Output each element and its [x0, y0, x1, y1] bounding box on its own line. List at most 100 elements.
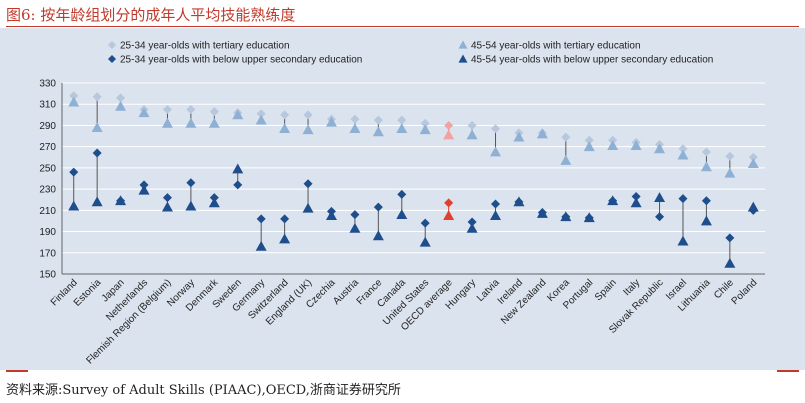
diamond-point [116, 93, 126, 103]
diamond-point [467, 217, 477, 227]
title-rule [6, 26, 799, 27]
diamond-point [256, 214, 266, 224]
triangle-point [490, 146, 502, 157]
diamond-point [420, 118, 430, 128]
triangle-point [560, 211, 572, 222]
figure-title: 图6: 按年龄组划分的成年人平均技能熟练度 [6, 4, 295, 25]
triangle-point [91, 196, 103, 207]
diamond-point [444, 198, 454, 208]
diamond-point [280, 214, 290, 224]
triangle-point [630, 197, 642, 208]
diamond-point [631, 192, 641, 202]
legend: 25-34 year-olds with tertiary education 4… [108, 40, 713, 66]
legend-marker [458, 40, 468, 49]
diamond-point [701, 147, 711, 157]
triangle-point [700, 215, 712, 226]
triangle-point [255, 114, 267, 125]
triangle-point [185, 200, 197, 211]
triangle-point [583, 212, 595, 223]
diamond-point [303, 110, 313, 120]
y-tick-label: 270 [39, 142, 56, 153]
triangle-point [724, 167, 736, 178]
triangle-point [513, 196, 525, 207]
source-rule-left [6, 370, 28, 372]
diamond-point [92, 148, 102, 158]
diamond-point [725, 233, 735, 243]
diamond-point [678, 194, 688, 204]
triangle-point [279, 123, 291, 134]
y-tick-label: 150 [39, 270, 56, 281]
figure-label: 图6: [6, 6, 36, 24]
triangle-point [700, 161, 712, 172]
diamond-point [397, 115, 407, 125]
legend-label: 45-54 year-olds with below upper seconda… [471, 55, 713, 66]
triangle-point [466, 129, 478, 140]
triangle-point [161, 201, 173, 212]
diamond-point [655, 212, 665, 222]
triangle-point [396, 123, 408, 134]
triangle-point [68, 96, 80, 107]
y-tick-label: 290 [39, 121, 56, 132]
diamond-point [584, 135, 594, 145]
triangle-point [161, 117, 173, 128]
triangle-point [490, 210, 502, 221]
y-tick-label: 250 [39, 163, 56, 174]
triangle-point [91, 122, 103, 132]
triangle-point [255, 240, 267, 251]
diamond-point [186, 105, 196, 115]
triangle-point [115, 100, 127, 111]
diamond-point [373, 115, 383, 125]
y-tick-label: 210 [39, 206, 56, 217]
diamond-point [280, 110, 290, 120]
triangle-point [185, 117, 197, 128]
triangle-point [115, 195, 127, 206]
diamond-point [69, 167, 79, 177]
diamond-point [233, 180, 243, 190]
triangle-point [443, 129, 455, 140]
diamond-point [256, 109, 266, 119]
triangle-point [536, 208, 548, 218]
triangle-point [279, 233, 291, 244]
legend-label: 45-54 year-olds with tertiary education [471, 41, 641, 52]
source-note: 资料来源:Survey of Adult Skills (PIAAC),OECD… [6, 383, 401, 398]
triangle-point [302, 124, 314, 135]
triangle-point [583, 141, 595, 152]
triangle-point [325, 210, 337, 221]
diamond-point [303, 179, 313, 189]
triangle-point [513, 131, 525, 142]
triangle-point [372, 230, 384, 241]
triangle-point [419, 236, 431, 247]
triangle-point [677, 235, 689, 246]
triangle-point [349, 123, 361, 134]
diamond-point [397, 189, 407, 199]
legend-marker [108, 55, 116, 63]
triangle-point [138, 184, 150, 195]
triangle-point [372, 126, 384, 137]
triangle-point [443, 210, 455, 221]
y-axis: 150 170 190 210 230 250 270 290 310 330 [39, 79, 765, 281]
triangle-point [349, 222, 361, 233]
source-rule-right [777, 370, 799, 372]
diamond-point [162, 193, 172, 203]
triangle-point [396, 209, 408, 219]
triangle-point [208, 197, 220, 208]
y-tick-label: 230 [39, 185, 56, 196]
diamond-point [350, 210, 360, 220]
triangle-point [466, 222, 478, 233]
diamond-point [701, 196, 711, 206]
diamond-point [467, 120, 477, 130]
y-tick-label: 310 [39, 100, 56, 111]
figure-title-text: 按年龄组划分的成年人平均技能熟练度 [40, 6, 296, 24]
triangle-point [419, 124, 431, 135]
triangle-point [677, 149, 689, 160]
triangle-point [68, 200, 80, 211]
diamond-point [561, 132, 571, 142]
y-tick-label: 190 [39, 227, 56, 238]
diamond-point [373, 202, 383, 212]
legend-label: 25-34 year-olds with tertiary education [120, 41, 290, 52]
diamond-point [420, 218, 430, 228]
diamond-point [69, 91, 79, 101]
triangle-point [724, 257, 736, 268]
diamond-point [678, 144, 688, 154]
diamond-point [748, 152, 758, 162]
